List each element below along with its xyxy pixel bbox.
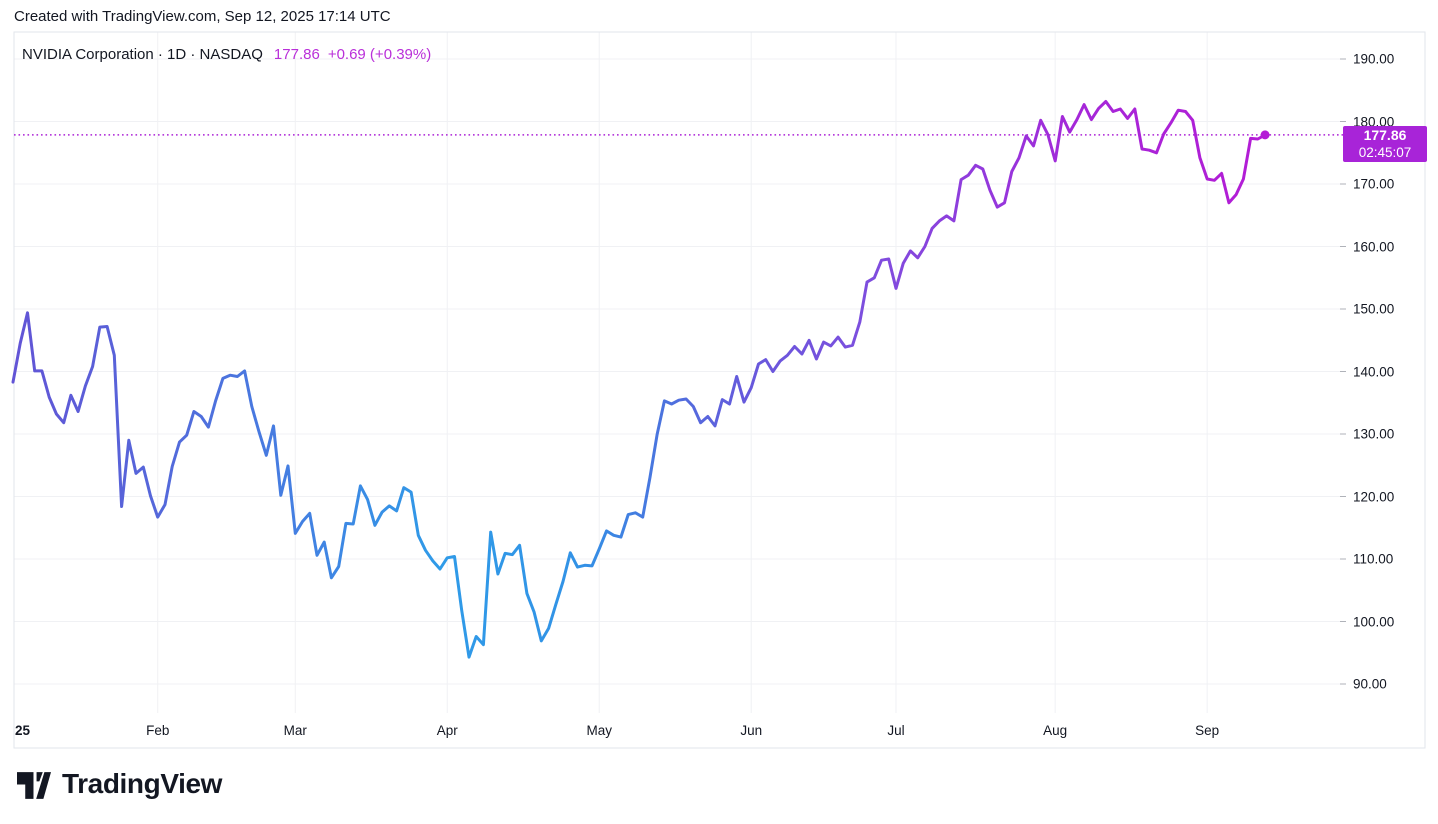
badge-countdown: 02:45:07 bbox=[1358, 144, 1412, 160]
price-tick-label: 190.00 bbox=[1353, 51, 1395, 67]
chart-legend: NVIDIA Corporation · 1D · NASDAQ 177.86 +0… bbox=[22, 46, 431, 63]
price-line bbox=[11, 100, 1267, 659]
price-tick-label: 160.00 bbox=[1353, 239, 1395, 254]
price-tick-label: 170.00 bbox=[1353, 176, 1395, 192]
price-tick-label: 90.00 bbox=[1353, 676, 1387, 692]
time-tick-label: Jul bbox=[887, 723, 905, 738]
chart-border bbox=[13, 31, 1426, 749]
price-tick-label: 110.00 bbox=[1353, 551, 1394, 567]
current-price-badge: 177.86 02:45:07 bbox=[1343, 125, 1427, 162]
attribution-text: Created with TradingView.com, Sep 12, 20… bbox=[14, 8, 391, 25]
time-tick-label: Mar bbox=[283, 723, 307, 738]
time-tick-label: May bbox=[586, 723, 612, 738]
time-tick-label: 25 bbox=[15, 723, 31, 738]
tradingview-logo-text: TradingView bbox=[62, 768, 223, 799]
price-tick-label: 130.00 bbox=[1353, 426, 1395, 442]
price-tick-label: 140.00 bbox=[1353, 364, 1395, 379]
price-tick-label: 100.00 bbox=[1353, 614, 1395, 629]
time-tick-label: Feb bbox=[146, 723, 170, 738]
time-tick-label: Aug bbox=[1043, 723, 1068, 738]
tradingview-logo-icon bbox=[17, 771, 51, 799]
symbol-title: NVIDIA Corporation · 1D · NASDAQ bbox=[22, 46, 263, 63]
time-tick-label: Jun bbox=[740, 723, 763, 738]
last-price-value: 177.86 bbox=[273, 46, 320, 63]
price-tick-label: 180.00 bbox=[1353, 114, 1395, 129]
time-tick-label: Sep bbox=[1195, 723, 1220, 738]
tradingview-logo: TradingView bbox=[17, 768, 223, 801]
price-tick-label: 150.00 bbox=[1353, 301, 1395, 317]
price-change-value: +0.69 (+0.39%) bbox=[327, 46, 432, 63]
last-price-marker bbox=[1260, 130, 1270, 140]
price-tick-label: 120.00 bbox=[1353, 489, 1395, 504]
time-tick-label: Apr bbox=[436, 723, 458, 738]
badge-price: 177.86 bbox=[1363, 126, 1407, 143]
